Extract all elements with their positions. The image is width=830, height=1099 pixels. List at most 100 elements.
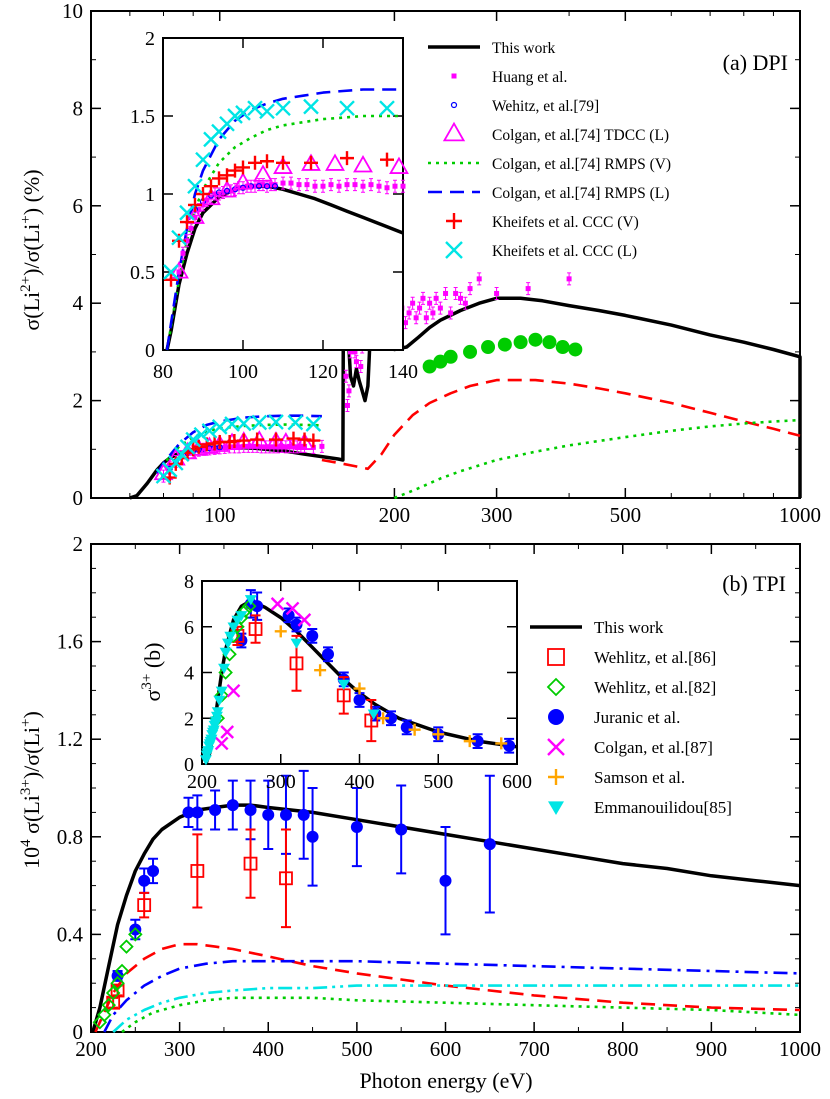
point-x bbox=[211, 419, 228, 435]
point-x bbox=[163, 264, 179, 280]
point-x bbox=[305, 416, 322, 432]
point-diamond-open bbox=[241, 598, 257, 614]
point-square-open bbox=[243, 856, 258, 871]
point-square bbox=[244, 183, 250, 189]
point-x bbox=[339, 100, 355, 117]
point-square bbox=[272, 182, 278, 188]
point-x bbox=[193, 426, 210, 443]
point-plus bbox=[196, 187, 210, 201]
legend-item: Colgan, et al.[74] RMPS (L) bbox=[428, 185, 669, 202]
point-triangle-down bbox=[367, 709, 380, 720]
point-circle bbox=[297, 808, 310, 821]
x-tick-label: 100 bbox=[228, 361, 258, 383]
point-square bbox=[264, 183, 270, 189]
point-triangle-open bbox=[389, 156, 409, 174]
x-tick-label: 500 bbox=[423, 771, 453, 793]
point-square bbox=[451, 73, 457, 79]
point-square bbox=[192, 214, 198, 220]
series-line bbox=[121, 996, 801, 1034]
y-tick-label: 10 bbox=[62, 0, 83, 23]
series-wehlitz-et-al-86- bbox=[230, 614, 379, 743]
point-square bbox=[304, 182, 310, 188]
point-square-open bbox=[190, 864, 205, 878]
point-plus bbox=[306, 433, 321, 448]
point-triangle-down bbox=[227, 622, 240, 633]
point-circle bbox=[471, 735, 484, 748]
legend-item: Kheifets et al. CCC (L) bbox=[445, 241, 637, 260]
point-triangle-down bbox=[215, 686, 228, 697]
legend-label: Samson et al. bbox=[594, 768, 685, 787]
point-square bbox=[260, 182, 266, 188]
point-plus bbox=[304, 155, 318, 170]
y-tick-label: 0.4 bbox=[57, 922, 84, 946]
series-kheifets-et-al-ccc-l- bbox=[155, 414, 322, 484]
point-square-open bbox=[547, 648, 565, 666]
point-triangle-down bbox=[211, 707, 224, 718]
point-triangle-open bbox=[201, 187, 221, 206]
point-diamond-open bbox=[105, 985, 121, 1001]
series-juranic-et-al- bbox=[111, 769, 496, 982]
point-x bbox=[247, 100, 263, 117]
point-square bbox=[376, 183, 382, 189]
point-circle bbox=[244, 803, 257, 816]
point-square bbox=[448, 310, 454, 316]
series-colgan-et-al-74-rmps-l- bbox=[155, 414, 322, 475]
point-triangle-down bbox=[224, 631, 237, 642]
point-circle bbox=[481, 340, 496, 355]
point-x bbox=[227, 108, 243, 124]
point-plus bbox=[236, 160, 250, 175]
point-circle bbox=[226, 799, 239, 812]
legend-item: Juranic et al. bbox=[548, 708, 680, 727]
point-square bbox=[212, 191, 218, 197]
legend-item: Colgan, et al.[74] RMPS (V) bbox=[428, 156, 671, 173]
x-tick-label: 100 bbox=[204, 503, 236, 527]
point-circle bbox=[568, 342, 583, 357]
point-plus bbox=[314, 664, 327, 677]
legend-item: Wehitz, et al.[79] bbox=[450, 98, 599, 115]
point-x bbox=[214, 736, 229, 751]
point-triangle-open bbox=[353, 155, 373, 173]
x-tick-label: 500 bbox=[341, 1037, 373, 1061]
point-circle bbox=[443, 349, 458, 364]
point-x bbox=[303, 98, 319, 115]
y-tick-label: 6 bbox=[184, 617, 194, 639]
x-tick-label: 1000 bbox=[779, 503, 821, 527]
point-plus bbox=[212, 171, 226, 186]
point-triangle-open bbox=[325, 153, 345, 171]
point-triangle-open bbox=[275, 432, 296, 450]
y-tick-label: 6 bbox=[73, 194, 84, 218]
point-x bbox=[547, 738, 565, 756]
legend-label: Kheifets et al. CCC (L) bbox=[492, 243, 637, 260]
inset-a: 80 100 120 140 0 0.5 1 1.5 2 bbox=[130, 28, 418, 383]
point-square bbox=[280, 180, 286, 186]
point-square bbox=[319, 443, 325, 449]
point-circle bbox=[528, 332, 543, 347]
legend-label: Emmanouilidou[85] bbox=[594, 798, 732, 817]
point-square bbox=[443, 290, 449, 296]
point-triangle-down bbox=[244, 595, 257, 606]
y-tick-label: 0 bbox=[184, 754, 194, 776]
point-square-open bbox=[248, 622, 263, 636]
point-square bbox=[343, 373, 349, 379]
series-colgan-rmps-l- bbox=[165, 88, 403, 351]
y-tick-label: 8 bbox=[73, 96, 84, 120]
point-square bbox=[403, 320, 409, 326]
point-diamond-open bbox=[110, 975, 125, 991]
point-x bbox=[235, 105, 251, 121]
point-diamond-open bbox=[238, 603, 253, 619]
point-triangle-down bbox=[548, 801, 564, 815]
point-square bbox=[328, 182, 334, 188]
point-circle bbox=[182, 806, 195, 819]
point-square bbox=[180, 250, 186, 256]
point-square bbox=[287, 443, 293, 449]
y-tick-label: 0.5 bbox=[130, 262, 155, 284]
point-square bbox=[344, 402, 350, 408]
error-bar bbox=[139, 891, 150, 919]
point-triangle-open bbox=[273, 156, 293, 174]
point-plus bbox=[220, 168, 234, 183]
point-triangle-down bbox=[199, 755, 212, 766]
y-tick-label: 1.5 bbox=[130, 106, 155, 128]
point-triangle-down bbox=[210, 716, 223, 727]
x-tick-label: 300 bbox=[266, 771, 296, 793]
